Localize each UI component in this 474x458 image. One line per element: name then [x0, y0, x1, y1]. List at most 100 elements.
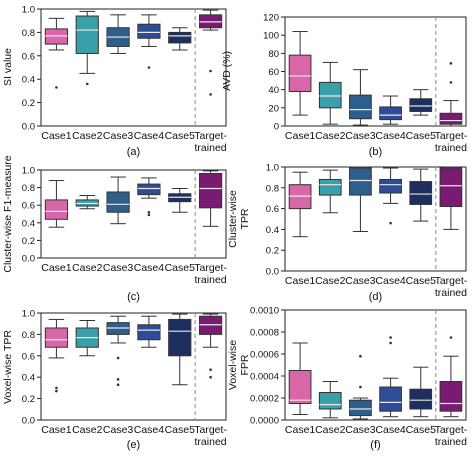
iqr-box [106, 191, 130, 213]
x-tick-label: Case5 [406, 275, 437, 287]
y-tick-label: 0.8 [22, 28, 35, 39]
y-tick-label: 120 [263, 13, 279, 24]
y-tick-label: 0.0000 [250, 416, 279, 427]
x-tick-label: Case4 [134, 424, 165, 436]
box-5 [409, 366, 433, 418]
x-tick-label: Case3 [345, 275, 376, 287]
iqr-box [44, 327, 69, 348]
y-tick-label: 0.4 [22, 373, 35, 384]
panel-label: (d) [369, 291, 382, 303]
outlier-point [389, 341, 392, 345]
x-tick-label: Case4 [375, 424, 406, 436]
iqr-box [409, 388, 433, 410]
x-tick-label: trained [435, 436, 467, 448]
y-tick-label: 0.8 [22, 183, 35, 194]
box-5 [168, 313, 192, 386]
y-tick-label: 0 [274, 122, 279, 133]
box-1 [44, 17, 69, 89]
outlier-point [359, 354, 362, 358]
y-axis-label: Voxel-wise [227, 340, 239, 390]
x-tick-label: Case5 [165, 424, 196, 436]
x-tick-label: Case5 [165, 262, 196, 274]
y-axis-label: Voxel-wise TPR [2, 330, 14, 404]
outlier-point [389, 336, 392, 339]
box-5 [168, 187, 192, 213]
y-tick-label: 0.0 [266, 267, 279, 278]
panel-label: (c) [127, 291, 140, 303]
y-tick-label: 0.2 [266, 246, 279, 257]
x-tick-label: Case3 [103, 424, 134, 436]
y-tick-label: 80 [268, 49, 279, 60]
y-tick-label: 0.4 [266, 225, 279, 236]
plot-frame [284, 309, 467, 421]
x-tick-label: trained [195, 142, 227, 154]
y-tick-label: 0.0004 [250, 372, 279, 383]
y-tick-label: 0.0008 [250, 328, 279, 339]
iqr-box [379, 106, 402, 121]
box-1 [44, 318, 69, 393]
x-tick-label: Case2 [315, 275, 346, 287]
outlier-point [209, 69, 212, 73]
box-2 [75, 195, 99, 210]
x-tick-label: Case2 [72, 130, 103, 142]
y-tick-label: 0.2 [22, 98, 35, 109]
iqr-box [379, 386, 402, 412]
outlier-point [389, 221, 392, 225]
box-1 [288, 342, 312, 415]
panel-c: 0.0 0.2 0.4 0.6 0.8 1.0 Case1 Case2 Case3 Case4 Ca… [2, 155, 227, 303]
iqr-box [439, 381, 463, 412]
outlier-point [449, 62, 453, 65]
x-tick-label: trained [195, 274, 227, 286]
y-tick-label: 0.6 [22, 51, 35, 62]
outlier-point [85, 82, 89, 86]
iqr-box [137, 23, 161, 39]
box-1 [288, 171, 312, 238]
panel-b: 0 20 40 60 80 100 120 Case1 Case2 Case3 Case4 Case5… [221, 13, 468, 159]
x-tick-label: Case1 [41, 130, 72, 142]
iqr-box [75, 15, 99, 54]
x-tick-label: trained [435, 287, 467, 299]
x-tick-label: Case4 [134, 130, 165, 142]
box-1 [288, 31, 312, 116]
y-tick-label: 0.0002 [250, 394, 279, 405]
y-tick-label: 0.4 [22, 75, 35, 86]
box-2 [75, 10, 99, 86]
outlier-point [116, 356, 120, 360]
iqr-box [439, 167, 463, 208]
x-tick-label: Case3 [103, 130, 134, 142]
y-tick-label: 0.8 [22, 330, 35, 341]
y-tick-label: 0.2 [22, 236, 35, 247]
iqr-box [168, 318, 192, 357]
x-tick-label: Target- [194, 424, 227, 436]
y-tick-label: 0.6 [22, 201, 35, 212]
outlier-point [359, 385, 362, 389]
plot-frame [40, 169, 227, 259]
box-4 [379, 95, 402, 125]
iqr-box [137, 183, 161, 196]
iqr-box [198, 173, 223, 209]
panel-f: 0.0000 0.0002 0.0004 0.0006 0.0008 0.0010 Case… [227, 306, 468, 452]
box-6 [198, 9, 223, 96]
outlier-point [147, 210, 151, 214]
box-2 [75, 319, 99, 357]
y-tick-label: 20 [268, 103, 279, 114]
x-tick-label: Target- [435, 424, 468, 436]
x-tick-label: Case1 [41, 262, 72, 274]
iqr-box [318, 81, 342, 109]
y-tick-label: 0.6 [22, 351, 35, 362]
box-2 [318, 169, 342, 214]
box-4 [137, 315, 161, 348]
panel-e: 0.0 0.2 0.4 0.6 0.8 1.0 Case1 Case2 Case3 Case4 Ca… [2, 309, 227, 452]
iqr-box [439, 112, 463, 125]
iqr-box [44, 199, 69, 220]
iqr-box [349, 167, 372, 196]
box-3 [106, 176, 130, 225]
box-5 [409, 89, 433, 116]
outlier-point [147, 66, 151, 69]
y-tick-label: 0.0010 [250, 306, 279, 317]
outlier-point [449, 81, 453, 84]
outlier-point [209, 368, 212, 372]
plot-frame [284, 16, 467, 127]
y-tick-label: 100 [263, 31, 279, 42]
iqr-box [288, 370, 312, 404]
